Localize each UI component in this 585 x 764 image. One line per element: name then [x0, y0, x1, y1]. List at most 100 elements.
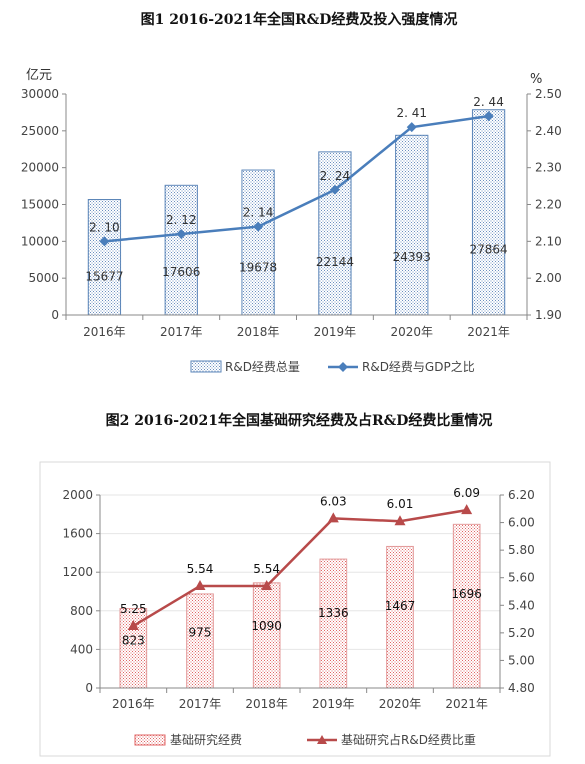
series-line	[104, 114, 489, 243]
line-value-label: 2. 12	[166, 213, 197, 227]
bar	[186, 593, 214, 689]
y-tick-label: 0	[85, 681, 93, 695]
chart-2-title: 图2 2016-2021年全国基础研究经费及占R&D经费比重情况	[106, 412, 493, 429]
bar-value-label: 1696	[451, 587, 482, 601]
line-point	[483, 111, 494, 122]
series-line	[132, 508, 467, 628]
y-tick-label: 2000	[62, 488, 93, 502]
line-value-label: 5.25	[120, 602, 147, 616]
y2-tick-label: 4.80	[508, 681, 535, 695]
line-point	[253, 221, 264, 232]
line-value-label: 6.03	[320, 494, 347, 508]
bar-value-label: 1336	[318, 606, 349, 620]
bar-value-label: 17606	[162, 265, 200, 279]
y2-tick-label: 5.00	[508, 653, 535, 667]
line-value-label: 2. 24	[320, 169, 351, 183]
y2-tick-label: 5.20	[508, 626, 535, 640]
bar-value-label: 823	[122, 633, 145, 647]
bar	[164, 184, 198, 316]
line-point	[99, 236, 110, 247]
line-value-label: 5.54	[253, 562, 280, 576]
bar	[241, 169, 275, 316]
y-tick-label: 20000	[21, 161, 59, 175]
bar	[471, 109, 506, 316]
chart-2-frame	[39, 461, 551, 757]
y-tick-label: 30000	[21, 87, 59, 101]
x-tick-label: 2016年	[83, 325, 126, 339]
y2-tick-label: 2.20	[535, 198, 562, 212]
line-value-label: 5.54	[187, 562, 214, 576]
bar-value-label: 1090	[251, 619, 282, 633]
y2-tick-label: 1.90	[535, 308, 562, 322]
bar-value-label: 975	[189, 625, 212, 639]
legend-triangle-icon	[317, 735, 327, 744]
x-tick-label: 2020年	[390, 325, 433, 339]
x-tick-label: 2017年	[179, 697, 222, 711]
line-value-label: 2. 10	[89, 220, 120, 234]
legend-swatch-rd-total	[190, 360, 222, 373]
y-tick-label: 10000	[21, 234, 59, 248]
line-point	[394, 515, 406, 526]
line-point	[127, 619, 139, 630]
chart-1: 图1 2016-2021年全国R&D经费及投入强度情况 亿元 % 15677 17…	[21, 11, 562, 374]
y2-tick-label: 2.50	[535, 87, 562, 101]
line-value-label: 2. 14	[243, 206, 274, 220]
y2-tick-label: 2.10	[535, 234, 562, 248]
x-tick-label: 2016年	[112, 697, 155, 711]
line-point	[329, 184, 340, 195]
line-value-label: 2. 41	[396, 106, 427, 120]
line-value-label: 6.01	[387, 497, 414, 511]
x-tick-label: 2020年	[379, 697, 422, 711]
y-tick-label: 15000	[21, 198, 59, 212]
chart-2-legend: 基础研究经费 基础研究占R&D经费比重	[134, 732, 476, 747]
legend-label-rd-ratio: R&D经费与GDP之比	[362, 360, 475, 374]
x-tick-label: 2019年	[312, 697, 355, 711]
y2-tick-label: 5.40	[508, 598, 535, 612]
line-point	[261, 579, 273, 590]
bar-value-label: 1467	[385, 599, 416, 613]
legend-diamond-icon	[338, 362, 348, 372]
legend-label-basic-ratio: 基础研究占R&D经费比重	[341, 732, 476, 747]
y-tick-label: 5000	[28, 271, 59, 285]
y2-tick-label: 5.60	[508, 571, 535, 585]
legend-label-rd-total: R&D经费总量	[225, 360, 300, 374]
line-point	[461, 504, 473, 515]
chart-1-y-unit: 亿元	[26, 68, 52, 83]
chart-1-legend: R&D经费总量 R&D经费与GDP之比	[190, 360, 475, 374]
y2-tick-label: 6.20	[508, 488, 535, 502]
bar	[252, 582, 281, 689]
y2-tick-label: 2.40	[535, 124, 562, 138]
bar-value-label: 24393	[393, 250, 431, 264]
line-point	[194, 579, 206, 590]
x-tick-label: 2018年	[245, 697, 288, 711]
line-value-label: 6.09	[453, 486, 480, 500]
y-tick-label: 1200	[62, 565, 93, 579]
bar-value-label: 15677	[85, 269, 123, 283]
chart-1-y2-unit: %	[530, 72, 542, 87]
bar-value-label: 22144	[316, 255, 354, 269]
x-tick-label: 2018年	[237, 325, 280, 339]
bar	[87, 199, 122, 316]
bar	[319, 558, 348, 689]
y2-tick-label: 2.30	[535, 161, 562, 175]
chart-1-title: 图1 2016-2021年全国R&D经费及投入强度情况	[141, 11, 458, 28]
line-value-label: 2. 44	[473, 95, 504, 109]
y-tick-label: 800	[70, 604, 93, 618]
x-tick-label: 2021年	[445, 697, 488, 711]
line-point	[327, 512, 339, 523]
legend-label-basic-research: 基础研究经费	[170, 732, 242, 747]
line-point	[406, 122, 417, 133]
bar	[452, 523, 481, 689]
chart-2: 图2 2016-2021年全国基础研究经费及占R&D经费比重情况 823 975 1…	[39, 412, 551, 757]
y2-tick-label: 5.80	[508, 543, 535, 557]
y-tick-label: 0	[51, 308, 59, 322]
x-tick-label: 2021年	[467, 325, 510, 339]
y-tick-label: 25000	[21, 124, 59, 138]
line-point	[176, 228, 187, 239]
y-tick-label: 1600	[62, 527, 93, 541]
y2-tick-label: 2.00	[535, 271, 562, 285]
x-tick-label: 2019年	[314, 325, 357, 339]
bar	[386, 545, 414, 689]
bar	[395, 134, 429, 316]
